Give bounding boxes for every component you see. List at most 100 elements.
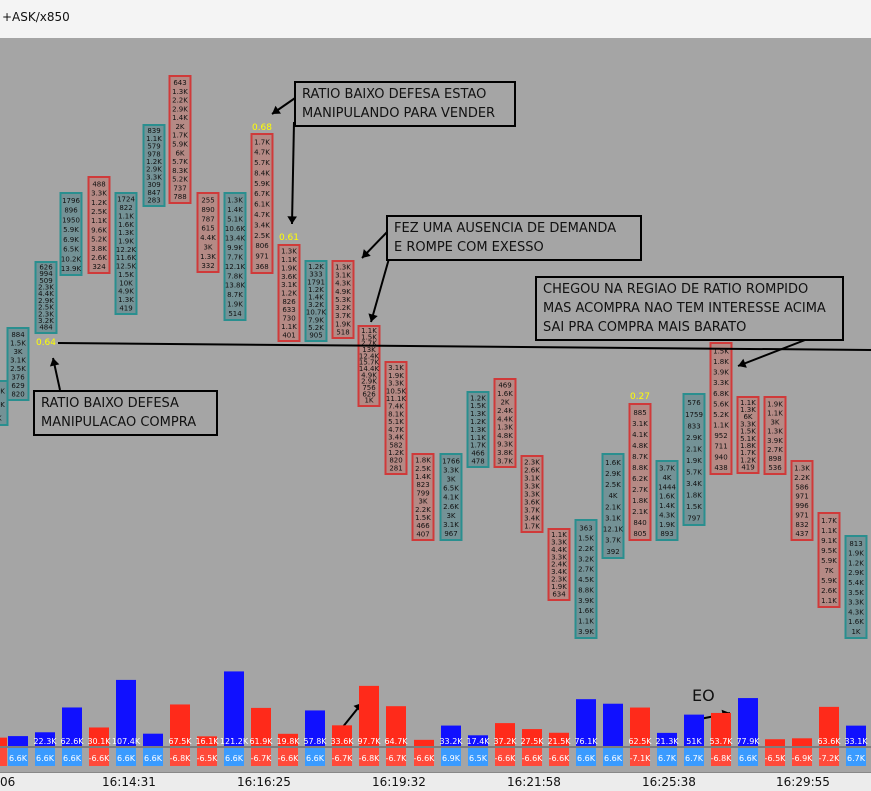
candle-cell-label: 376 <box>11 373 25 381</box>
volume-bar <box>819 706 839 746</box>
candle-cell-label: 4.4K <box>551 546 567 554</box>
volume-label: 33.1K <box>844 737 868 746</box>
candle-cell-label: 1.8K <box>632 497 648 505</box>
candle-cell-label: 401 <box>282 331 295 339</box>
candle-cell-label: 1.1K <box>767 409 783 417</box>
delta-cell <box>846 748 866 766</box>
candle-body-bg <box>35 262 57 333</box>
candle-cell-label: 4.4K <box>200 234 216 242</box>
candle-cell-label: 255 <box>201 197 214 205</box>
ratio-label: 0.68 <box>252 123 272 133</box>
candle-body-bg <box>818 513 840 607</box>
candle-cell-label: 940 <box>714 453 727 461</box>
candle-cell-label: 2.3K <box>38 283 54 291</box>
candle-cell-label: 582 <box>389 441 402 449</box>
candle-body-bg <box>224 193 246 320</box>
candle-cell-label: 3K <box>203 243 212 251</box>
candle-cell-label: 488 <box>92 180 105 188</box>
candle-outline <box>168 75 192 204</box>
candle-cell-label: 3.9K <box>578 597 594 605</box>
candle-cell-label: 4.9K <box>361 371 377 379</box>
candle-cell-label: 978 <box>147 150 160 158</box>
delta-cell <box>143 748 163 766</box>
candle-cell-label: 1.6K <box>118 221 134 229</box>
volume-bar <box>549 732 569 746</box>
volume-bar <box>414 739 434 746</box>
candle-cell-label: 1.1K <box>551 531 567 539</box>
candle-cell-label: 3.1K <box>10 356 26 364</box>
candle-cell-label: 4.8K <box>632 442 648 450</box>
candle-cell-label: 5.7K <box>254 159 270 167</box>
candle-cell-label: 3.4K <box>686 480 702 488</box>
candle-outline <box>736 396 760 474</box>
ratio-label: 0.61 <box>279 233 299 243</box>
candle-cell-label: 2.9K <box>172 105 188 113</box>
volume-bar <box>738 698 758 746</box>
delta-cell <box>684 748 704 766</box>
candle-body-bg <box>169 76 191 203</box>
candle-cell-label: 2.7K <box>767 446 783 454</box>
volume-label: 33.6K <box>330 737 354 746</box>
time-axis[interactable]: 06 16:14:31 16:16:25 16:19:32 16:21:58 1… <box>0 772 871 791</box>
delta-label: -6.7K <box>332 754 354 763</box>
delta-label: 6.6K <box>306 754 325 763</box>
volume-label: 107.4K <box>112 737 141 746</box>
candle-cell-label: 2.5K <box>415 465 431 473</box>
candle-cell-label: 13.8K <box>225 282 246 290</box>
volume-label: 64.7K <box>384 737 408 746</box>
candle-cell-label: 2.9K <box>146 166 162 174</box>
candle-cell-label: 629 <box>11 382 24 390</box>
candle-cell-label: 3.3K <box>524 482 540 490</box>
candle-cell-label: 4.1K <box>443 494 459 502</box>
candle-cell-label: 8.7K <box>632 453 648 461</box>
candle-cell-label: 10.2K <box>61 255 82 263</box>
candle-cell-label: 1.1K <box>146 135 162 143</box>
candle-cell-label: 1.5K <box>10 339 26 347</box>
candle-outline <box>439 453 463 541</box>
annotation-line: RATIO BAIXO DEFESA ESTAO <box>302 87 487 102</box>
candle-cell-label: 1.9K <box>118 237 134 245</box>
candle-outline <box>142 124 166 207</box>
footprint-chart[interactable]: 3.9K3.7K2K8841.5K3K3.1K2.5K3766298206269… <box>0 38 871 772</box>
candle-cell-label: 905 <box>309 331 322 339</box>
candle-cell-label: 5.1K <box>227 215 243 223</box>
delta-cell <box>792 748 812 766</box>
candle-cell-label: 1.7K <box>470 442 486 450</box>
delta-label: 6.5K <box>469 754 488 763</box>
volume-label: 22.3K <box>33 737 57 746</box>
volume-bar <box>224 671 244 746</box>
delta-cell <box>332 748 352 766</box>
volume-bar <box>846 725 866 746</box>
candle-cell-label: 3K <box>770 419 779 427</box>
candle-outline <box>682 393 706 526</box>
delta-label: 6.6K <box>36 754 55 763</box>
delta-label: 6.9K <box>442 754 461 763</box>
candle-cell-label: 5.4K <box>848 579 864 587</box>
candle-cell-label: 8.8K <box>632 464 648 472</box>
candle-body-bg <box>197 193 219 272</box>
candle-cell-label: 3.1K <box>605 514 621 522</box>
delta-label: 6.6K <box>9 754 28 763</box>
candle-cell-label: 3.3K <box>524 490 540 498</box>
candle-cell-label: 626 <box>362 390 376 398</box>
candle-cell-label: 3.3K <box>91 190 107 198</box>
candle-cell-label: 12.2K <box>116 246 137 254</box>
delta-cell <box>305 748 325 766</box>
candle-cell-label: 1.3K <box>740 406 756 414</box>
candle-outline <box>411 453 435 541</box>
delta-label: 6.7K <box>658 754 677 763</box>
footprint-chart-area[interactable]: 3.9K3.7K2K8841.5K3K3.1K2.5K3766298206269… <box>0 38 871 772</box>
delta-label: -6.6K <box>522 754 544 763</box>
candle-cell-label: 4.3K <box>335 280 351 288</box>
candle-cell-label: 478 <box>471 457 484 465</box>
candle-cell-label: 3.3K <box>848 599 864 607</box>
annotation-line: MANIPULANDO PARA VENDER <box>302 106 496 121</box>
delta-label: 6.6K <box>225 754 244 763</box>
candle-cell-label: 5.6K <box>713 400 729 408</box>
time-axis-label: 06 <box>0 775 16 789</box>
volume-label: 53.7K <box>709 737 733 746</box>
candle-cell-label: 2.6K <box>443 503 459 511</box>
delta-label: -6.8K <box>170 754 192 763</box>
candle-outline <box>520 455 544 533</box>
candle-body-bg <box>521 456 543 532</box>
